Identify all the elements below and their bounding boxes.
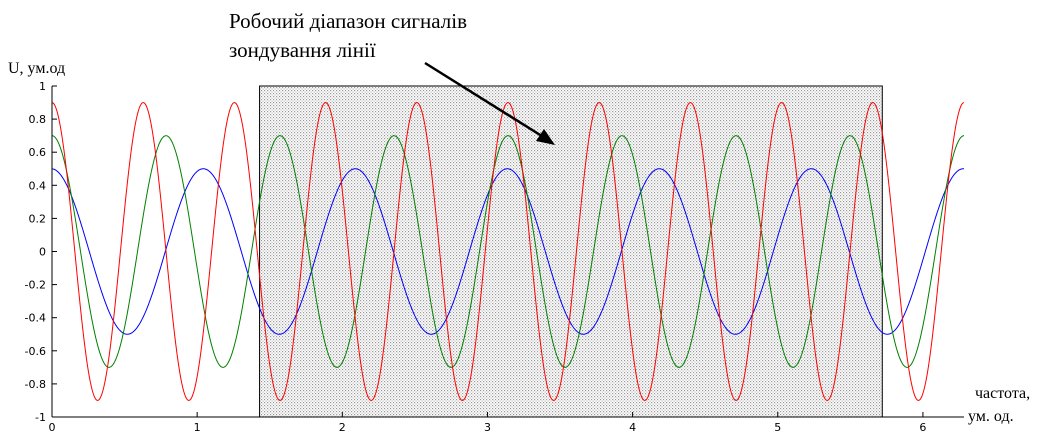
x-tick-label: 6 — [919, 421, 926, 434]
y-tick-label: 0.8 — [29, 113, 47, 126]
series-line-1 — [52, 168, 964, 335]
annotation-arrow-shaft — [424, 61, 546, 140]
y-tick-label: 1 — [39, 80, 46, 93]
annotation-line-1: Робочий діапазон сигналів — [229, 9, 467, 33]
y-ticks: -1 -0.8 -0.6 -0.4 -0.2 0 0.2 0.4 0.6 0.8 1 — [25, 80, 57, 424]
series-line-2 — [52, 135, 964, 368]
series-lines — [52, 102, 964, 401]
x-tick-label: 3 — [484, 421, 491, 434]
y-tick-label: 0.4 — [29, 179, 47, 192]
y-tick-label: -0.2 — [25, 279, 46, 292]
x-tick-label: 1 — [194, 421, 201, 434]
annotation-line-2: зондування лінії — [229, 38, 376, 62]
y-tick-label: 0.2 — [29, 212, 47, 225]
y-axis-label: U, ум.од — [8, 60, 65, 77]
x-tick-label: 4 — [629, 421, 636, 434]
x-tick-label: 0 — [49, 421, 56, 434]
x-ticks: 0 1 2 3 4 5 6 — [49, 412, 926, 434]
y-tick-label: -0.6 — [25, 345, 46, 358]
annotation-arrow-head — [536, 129, 555, 145]
series-line-3 — [52, 102, 964, 401]
x-axis-label-line-1: частота, — [975, 385, 1030, 402]
y-tick-label: -0.8 — [25, 378, 46, 391]
y-tick-label: 0.6 — [29, 146, 47, 159]
y-tick-label: -0.4 — [25, 312, 46, 325]
working-range-region — [259, 85, 883, 418]
y-tick-label: -1 — [35, 411, 46, 424]
x-tick-label: 5 — [774, 421, 781, 434]
x-axis-label-line-2: ум. од. — [968, 408, 1014, 425]
x-tick-label: 2 — [339, 421, 346, 434]
y-tick-label: 0 — [39, 246, 46, 259]
